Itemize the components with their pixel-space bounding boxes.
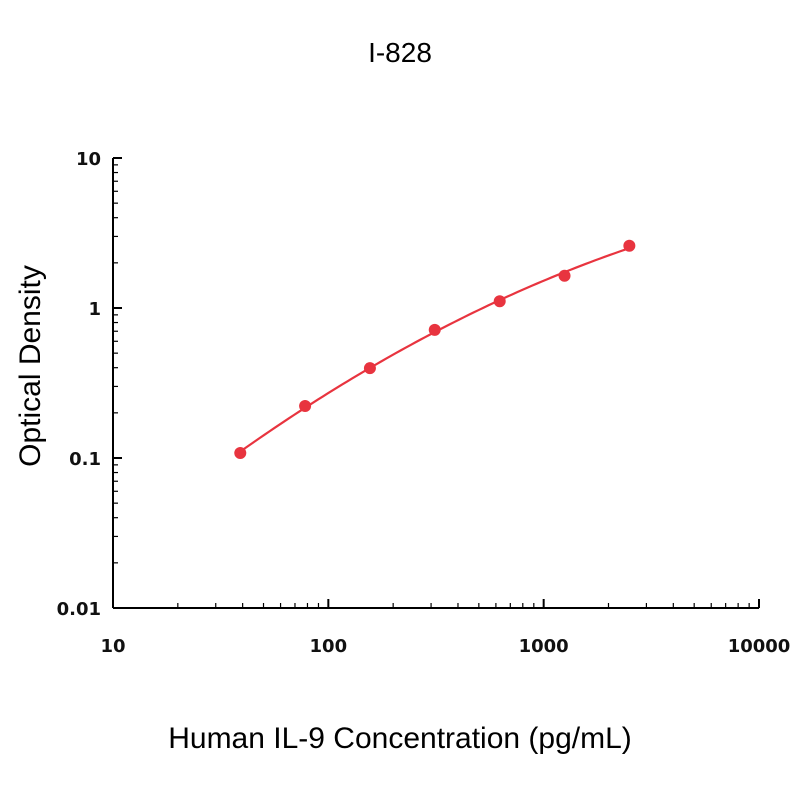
data-point xyxy=(299,400,312,413)
data-points xyxy=(234,239,636,459)
fit-curve xyxy=(239,247,630,453)
x-tick-label: 10 xyxy=(100,636,125,657)
y-axis-label: Optical Density xyxy=(14,265,47,467)
data-point xyxy=(234,446,247,459)
data-point xyxy=(558,269,571,282)
y-tick-label: 0.01 xyxy=(57,599,101,620)
y-tick-label: 1 xyxy=(88,299,101,320)
x-axis-label: Human IL-9 Concentration (pg/mL) xyxy=(168,722,632,755)
x-tick-label: 10000 xyxy=(728,636,791,657)
x-tick-label: 100 xyxy=(310,636,348,657)
data-point xyxy=(493,295,506,308)
axes xyxy=(112,158,759,609)
tick-labels: 10 100 1000 10000 0.01 0.1 1 10 xyxy=(57,149,791,657)
ticks xyxy=(112,157,760,609)
data-point xyxy=(623,239,636,252)
data-point xyxy=(428,323,441,336)
chart-title: I-828 xyxy=(368,37,432,68)
y-tick-label: 10 xyxy=(76,149,101,170)
fit-curve-layer xyxy=(239,247,630,453)
data-point xyxy=(363,362,376,375)
x-tick-label: 1000 xyxy=(519,636,569,657)
y-tick-label: 0.1 xyxy=(69,449,101,470)
